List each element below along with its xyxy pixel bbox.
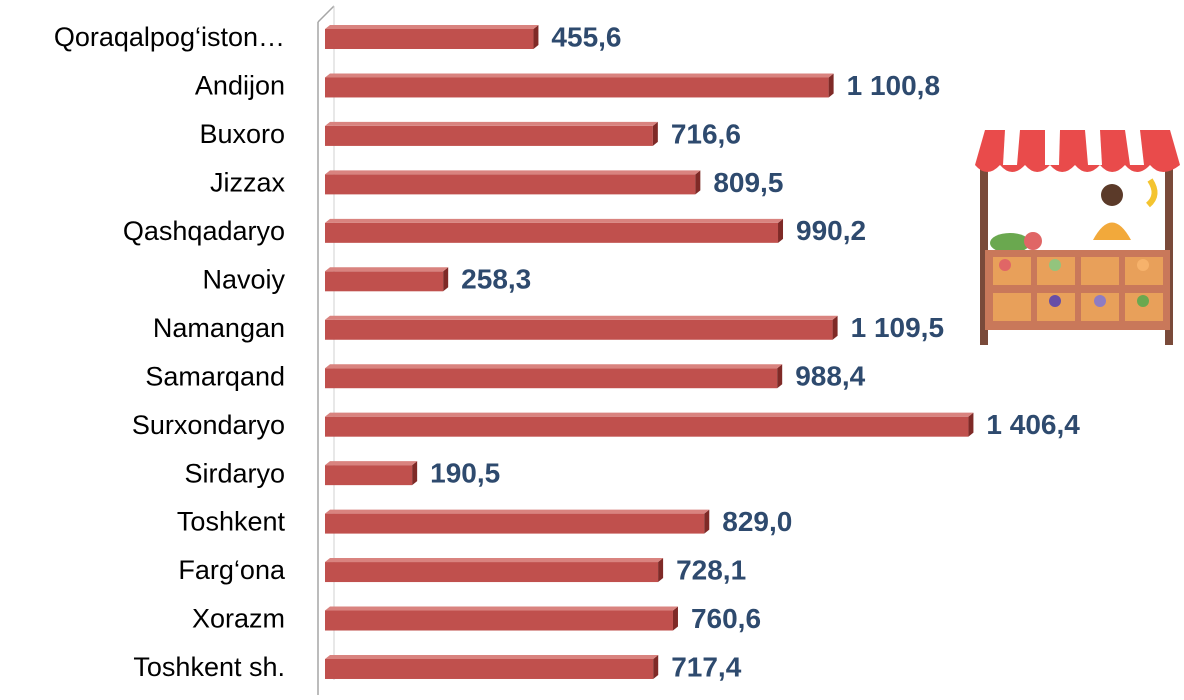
- category-label: Qoraqalpog‘iston…: [54, 22, 285, 52]
- bar: [325, 77, 829, 97]
- bar-side: [833, 316, 838, 340]
- value-label: 716,6: [671, 118, 741, 149]
- bar-side: [778, 219, 783, 243]
- bar: [325, 465, 412, 485]
- bar: [325, 514, 704, 534]
- category-label: Sirdaryo: [184, 458, 285, 488]
- bar-side: [653, 122, 658, 146]
- bar-top: [325, 122, 658, 126]
- bar-top: [325, 655, 658, 659]
- axis-wall: [318, 6, 334, 695]
- market-stall-illustration: [975, 130, 1180, 345]
- value-label: 988,4: [795, 361, 865, 392]
- bar-side: [704, 510, 709, 534]
- bar-top: [325, 558, 663, 562]
- value-label: 728,1: [676, 554, 746, 585]
- value-label: 190,5: [430, 458, 500, 489]
- bar: [325, 223, 778, 243]
- bar-side: [777, 364, 782, 388]
- bar-side: [653, 655, 658, 679]
- bar-side: [673, 607, 678, 631]
- bar-top: [325, 413, 973, 417]
- bar: [325, 368, 777, 388]
- bar: [325, 659, 653, 679]
- value-label: 1 406,4: [986, 409, 1080, 440]
- bar: [325, 562, 658, 582]
- bar-top: [325, 461, 417, 465]
- bar-side: [412, 461, 417, 485]
- bar-top: [325, 607, 678, 611]
- category-label: Surxondaryo: [132, 410, 285, 440]
- bar-top: [325, 364, 782, 368]
- chart: Qoraqalpog‘iston… 455,6 Andijon 1 100,8 Buxo…: [0, 0, 1184, 700]
- category-label: Toshkent sh.: [133, 652, 285, 682]
- value-label: 760,6: [691, 603, 761, 634]
- bar-side: [533, 25, 538, 49]
- category-label: Xorazm: [192, 604, 285, 634]
- category-label: Navoiy: [202, 264, 285, 294]
- bar-top: [325, 510, 709, 514]
- bar: [325, 320, 833, 340]
- page: Qoraqalpog‘iston… 455,6 Andijon 1 100,8 Buxo…: [0, 0, 1184, 700]
- bar: [325, 271, 443, 291]
- value-label: 829,0: [722, 506, 792, 537]
- value-label: 717,4: [671, 651, 741, 682]
- bar-top: [325, 170, 700, 174]
- bar-side: [695, 170, 700, 194]
- value-label: 455,6: [551, 21, 621, 52]
- value-label: 1 100,8: [847, 70, 940, 101]
- bar-side: [968, 413, 973, 437]
- bar: [325, 126, 653, 146]
- category-label: Farg‘ona: [178, 555, 286, 585]
- category-label: Namangan: [153, 313, 285, 343]
- bar: [325, 611, 673, 631]
- bar-top: [325, 25, 538, 29]
- category-label: Jizzax: [210, 168, 286, 198]
- value-label: 258,3: [461, 264, 531, 295]
- category-label: Samarqand: [145, 361, 285, 391]
- value-label: 809,5: [713, 167, 783, 198]
- bar-top: [325, 219, 783, 223]
- bar: [325, 29, 533, 49]
- bar-side: [658, 558, 663, 582]
- bar-top: [325, 267, 448, 271]
- value-label: 990,2: [796, 215, 866, 246]
- bar-side: [443, 267, 448, 291]
- bar: [325, 174, 695, 194]
- category-label: Buxoro: [199, 119, 285, 149]
- category-label: Andijon: [195, 71, 285, 101]
- category-label: Toshkent: [177, 507, 286, 537]
- value-label: 1 109,5: [851, 312, 944, 343]
- bar-side: [829, 73, 834, 97]
- bar-top: [325, 73, 834, 77]
- bar: [325, 417, 968, 437]
- bar-top: [325, 316, 838, 320]
- category-label: Qashqadaryo: [123, 216, 285, 246]
